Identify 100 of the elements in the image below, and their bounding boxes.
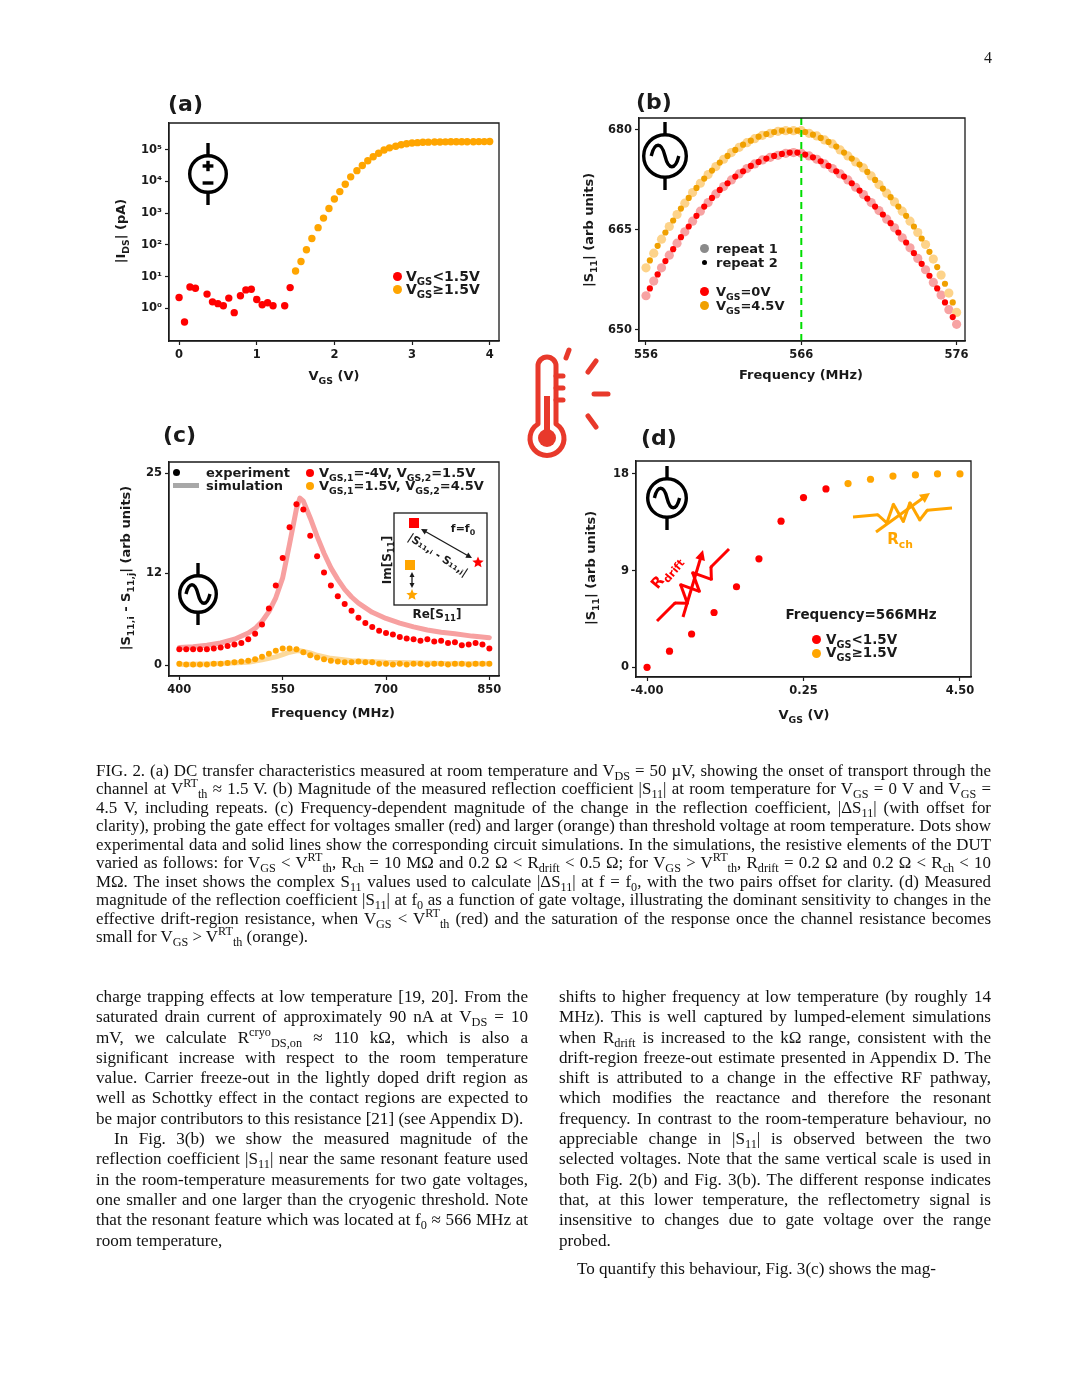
- point: [920, 265, 931, 275]
- point: [685, 223, 692, 230]
- x-axis-title: Frequency (MHz): [739, 367, 863, 383]
- x-tick-label: 850: [477, 681, 502, 696]
- point: [403, 635, 410, 642]
- annotation: Frequency=566MHz: [785, 606, 937, 622]
- point: [210, 660, 217, 667]
- point: [936, 270, 946, 280]
- point: [643, 663, 651, 671]
- point: [410, 660, 417, 667]
- text: To quantify this behaviour, Fig. 3(c) shows the mag-: [576, 1258, 937, 1280]
- annotation: Re[S$_{11}$]: [412, 607, 462, 624]
- point: [203, 290, 211, 298]
- point: [438, 637, 445, 644]
- point: [346, 173, 355, 181]
- point: [844, 479, 852, 488]
- point: [280, 302, 289, 310]
- point: [956, 470, 964, 478]
- point: [341, 180, 349, 188]
- point: [649, 248, 659, 258]
- point: [424, 636, 431, 643]
- x-tick-label: 1: [252, 346, 261, 361]
- point: [252, 630, 259, 637]
- point: [879, 211, 886, 218]
- point: [319, 214, 328, 222]
- x-tick-label: 566: [789, 346, 814, 361]
- point: [417, 660, 424, 667]
- point: [236, 291, 245, 300]
- point: [654, 242, 661, 249]
- point: [840, 173, 848, 180]
- point: [724, 152, 731, 160]
- point: [701, 175, 708, 182]
- point: [817, 158, 824, 165]
- point: [889, 472, 897, 480]
- annotation: repeat 1: [716, 241, 778, 256]
- point: [910, 250, 917, 257]
- point: [952, 319, 962, 329]
- point: [472, 640, 479, 647]
- y-tick-label: 10⁴: [140, 173, 162, 188]
- chart-title: (b): [636, 89, 672, 114]
- point: [747, 137, 754, 144]
- point: [231, 659, 238, 666]
- point: [403, 661, 410, 668]
- point: [369, 659, 376, 666]
- point: [677, 234, 685, 241]
- point: [300, 506, 307, 513]
- point: [864, 168, 871, 176]
- point: [933, 470, 942, 478]
- point: [219, 302, 228, 310]
- point: [362, 620, 369, 627]
- point: [833, 168, 840, 175]
- chart-title: (a): [168, 91, 203, 116]
- point: [656, 263, 667, 273]
- point: [224, 643, 231, 650]
- point: [190, 661, 197, 668]
- point: [458, 642, 465, 649]
- point: [291, 267, 300, 275]
- point: [646, 285, 653, 292]
- point: [314, 654, 321, 661]
- point: [175, 293, 183, 302]
- point: [479, 660, 486, 667]
- point: [934, 285, 941, 292]
- x-tick-label: 400: [167, 681, 192, 696]
- point: [197, 646, 203, 653]
- point: [265, 650, 272, 657]
- point: [664, 221, 674, 232]
- point: [203, 646, 210, 653]
- point: [794, 149, 801, 156]
- point: [670, 217, 677, 224]
- point: [687, 216, 698, 226]
- point: [203, 661, 210, 668]
- point: [334, 593, 341, 600]
- point: [777, 517, 785, 525]
- point: [302, 246, 311, 254]
- point: [910, 223, 917, 230]
- point: [778, 127, 785, 134]
- y-tick-label: 650: [607, 321, 632, 336]
- y-tick-label: 10⁰: [140, 300, 162, 315]
- point: [732, 146, 739, 154]
- point: [321, 569, 328, 576]
- point: [672, 209, 682, 220]
- point: [802, 128, 809, 136]
- point: [895, 229, 902, 236]
- point: [708, 194, 716, 201]
- point: [465, 641, 472, 648]
- point: [245, 636, 252, 643]
- point: [944, 305, 954, 315]
- point: [297, 257, 305, 266]
- point: [396, 633, 403, 640]
- point: [794, 127, 801, 134]
- point: [385, 144, 394, 152]
- y-tick-label: 25: [145, 465, 162, 480]
- point: [755, 555, 763, 563]
- point: [245, 657, 252, 664]
- point: [445, 640, 452, 647]
- point: [802, 151, 809, 158]
- x-tick-label: 4.50: [945, 682, 975, 697]
- point: [272, 582, 279, 589]
- point: [355, 614, 362, 621]
- point: [451, 660, 458, 667]
